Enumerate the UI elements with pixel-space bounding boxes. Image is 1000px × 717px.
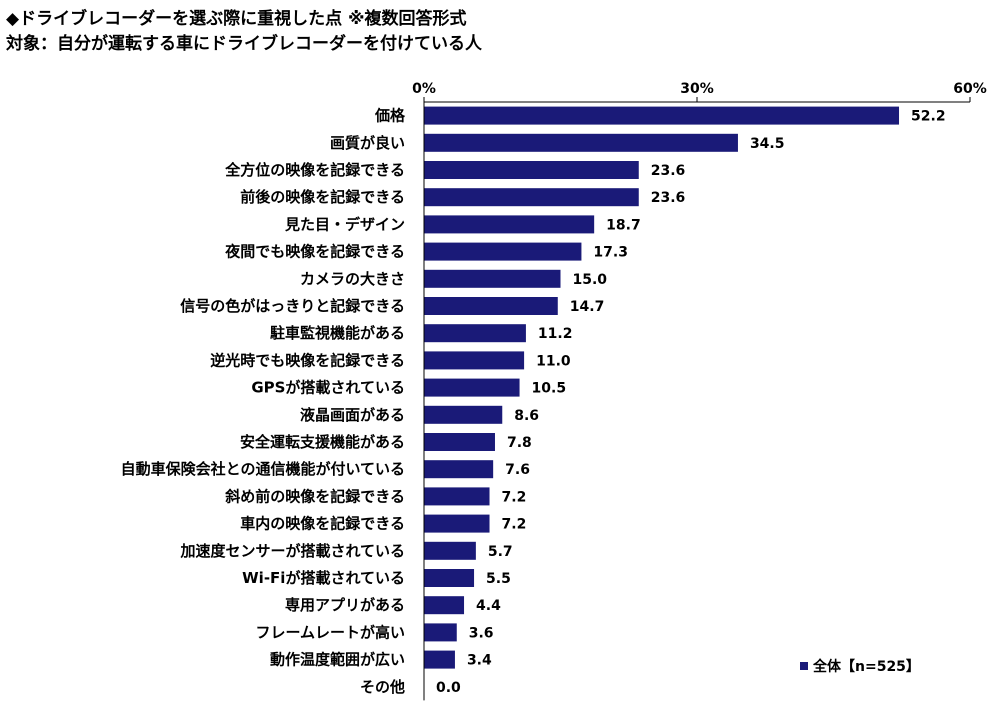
value-label: 7.6	[505, 462, 530, 478]
category-label: 全方位の映像を記録できる	[224, 161, 405, 179]
bar	[424, 106, 900, 125]
category-label: 画質が良い	[330, 134, 405, 152]
legend-swatch	[800, 662, 808, 670]
value-label: 8.6	[514, 408, 539, 424]
value-label: 3.4	[467, 653, 492, 669]
value-label: 7.2	[502, 517, 527, 533]
value-label: 18.7	[606, 217, 641, 233]
category-label: 加速度センサーが搭載されている	[179, 542, 405, 560]
category-labels: 価格画質が良い全方位の映像を記録できる前後の映像を記録できる見た目・デザイン夜間…	[121, 107, 406, 696]
value-label: 14.7	[570, 299, 605, 315]
x-tick-label: 0%	[412, 81, 436, 97]
value-label: 23.6	[651, 163, 686, 179]
category-label: 見た目・デザイン	[284, 215, 405, 233]
bar	[424, 596, 465, 615]
value-label: 5.5	[486, 571, 511, 587]
bar	[424, 514, 490, 533]
x-tick-label: 30%	[680, 81, 714, 97]
category-label: 自動車保険会社との通信機能が付いている	[121, 460, 405, 478]
value-label: 10.5	[532, 381, 567, 397]
axes	[423, 97, 971, 701]
bars	[424, 106, 900, 669]
category-label: 駐車監視機能がある	[270, 324, 405, 342]
bar	[424, 188, 639, 207]
bar	[424, 215, 595, 234]
category-label: フレームレートが高い	[255, 623, 405, 641]
chart-title: ◆ドライブレコーダーを選ぶ際に重視した点 ※複数回答形式	[6, 9, 467, 29]
category-label: 夜間でも映像を記録できる	[224, 243, 405, 261]
bar	[424, 405, 503, 424]
x-tick-label: 60%	[953, 81, 987, 97]
value-labels: 52.2 34.5 23.6 23.6 18.7 17.3 15.0 14.7 11.2 11.0…	[436, 109, 946, 696]
bar	[424, 541, 476, 560]
category-label: 液晶画面がある	[300, 406, 405, 424]
bar	[424, 161, 639, 179]
legend-label: 全体【n=525】	[812, 658, 920, 675]
category-label: 逆光時でも映像を記録できる	[210, 351, 405, 369]
bar	[424, 569, 475, 587]
value-label: 17.3	[593, 245, 628, 261]
category-label: 車内の映像を記録できる	[240, 515, 405, 533]
bar	[424, 650, 455, 669]
value-label: 7.2	[502, 489, 527, 505]
x-axis-ticks: 0% 30% 60%	[412, 81, 987, 97]
value-label: 4.4	[476, 598, 501, 614]
value-label: 3.6	[469, 625, 494, 641]
category-label: 動作温度範囲が広い	[270, 651, 405, 669]
bar	[424, 378, 520, 397]
bar	[424, 351, 525, 370]
bar	[424, 297, 558, 315]
bar	[424, 133, 738, 152]
value-label: 7.8	[507, 435, 532, 451]
value-label: 23.6	[651, 190, 686, 206]
value-label: 5.7	[488, 544, 513, 560]
value-label: 34.5	[750, 136, 785, 152]
category-label: 専用アプリがある	[285, 596, 405, 614]
bar	[424, 623, 457, 642]
bar	[424, 460, 494, 479]
category-label: 斜め前の映像を記録できる	[224, 487, 405, 505]
chart-subtitle: 対象：自分が運転する車にドライブレコーダーを付けている人	[6, 34, 482, 54]
value-label: 0.0	[436, 680, 461, 696]
category-label: その他	[360, 678, 405, 696]
category-label: 価格	[374, 107, 406, 125]
bar	[424, 242, 582, 261]
category-label: カメラの大きさ	[300, 270, 405, 288]
category-label: Wi-Fiが搭載されている	[242, 569, 405, 587]
value-label: 15.0	[573, 272, 608, 288]
category-label: 信号の色がはっきりと記録できる	[180, 297, 405, 315]
value-label: 11.2	[538, 326, 573, 342]
value-label: 11.0	[536, 353, 571, 369]
category-label: GPSが搭載されている	[251, 379, 405, 397]
bar	[424, 433, 495, 451]
legend: 全体【n=525】	[800, 658, 920, 675]
value-label: 52.2	[911, 109, 946, 125]
bar	[424, 324, 526, 343]
bar	[424, 487, 490, 506]
bar	[424, 269, 561, 288]
category-label: 安全運転支援機能がある	[240, 433, 405, 451]
category-label: 前後の映像を記録できる	[240, 188, 405, 206]
